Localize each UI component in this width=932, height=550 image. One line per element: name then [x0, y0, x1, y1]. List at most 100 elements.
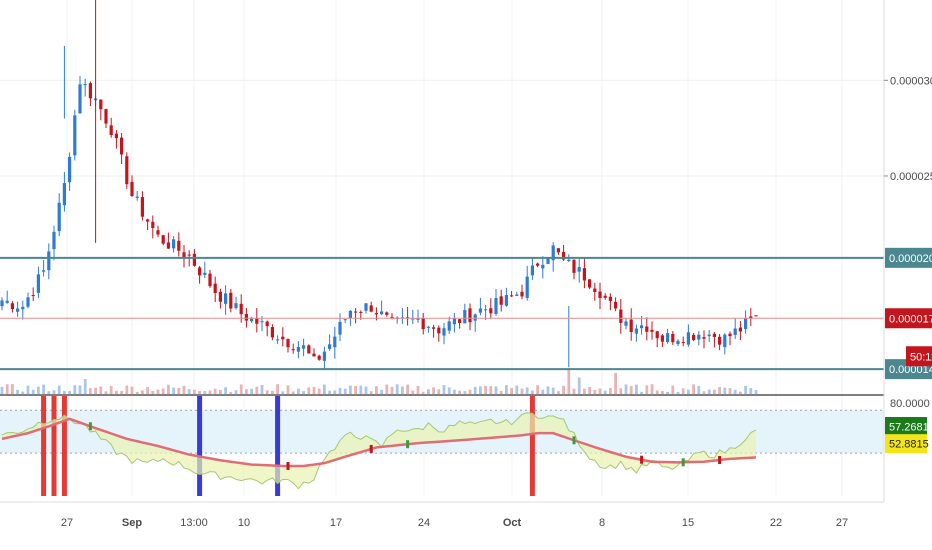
candle[interactable] — [125, 152, 129, 189]
candle[interactable] — [182, 245, 186, 268]
candle[interactable] — [291, 343, 295, 354]
candle[interactable] — [426, 325, 430, 333]
candle[interactable] — [276, 335, 280, 344]
level-price-badge[interactable]: 0.00002072 — [885, 247, 932, 268]
countdown-badge[interactable]: 50:11 — [906, 346, 932, 367]
candle[interactable] — [161, 234, 165, 246]
candle[interactable] — [478, 297, 482, 316]
candle[interactable] — [208, 269, 212, 288]
candle[interactable] — [265, 320, 269, 337]
candle[interactable] — [333, 326, 337, 359]
candle[interactable] — [686, 324, 690, 347]
candle[interactable] — [733, 318, 737, 339]
candle[interactable] — [697, 330, 701, 346]
candle[interactable] — [530, 258, 534, 280]
candle[interactable] — [78, 76, 82, 114]
candle[interactable] — [338, 313, 342, 342]
candle[interactable] — [624, 317, 628, 330]
candle[interactable] — [166, 232, 170, 249]
candle[interactable] — [718, 333, 722, 351]
candle[interactable] — [536, 262, 540, 268]
candle[interactable] — [577, 259, 581, 283]
candle[interactable] — [47, 243, 51, 280]
candle[interactable] — [312, 348, 316, 357]
candle[interactable] — [322, 346, 326, 369]
candle[interactable] — [650, 321, 654, 340]
candle[interactable] — [140, 191, 144, 221]
candle[interactable] — [218, 288, 222, 309]
candle[interactable] — [640, 315, 644, 335]
candle[interactable] — [546, 258, 550, 265]
candle[interactable] — [198, 265, 202, 284]
candle[interactable] — [421, 312, 425, 335]
candle[interactable] — [541, 256, 545, 279]
current-price-badge[interactable]: 0.00001756 — [885, 308, 932, 329]
candle[interactable] — [354, 308, 358, 324]
candle[interactable] — [395, 316, 399, 324]
candle[interactable] — [432, 324, 436, 338]
candle[interactable] — [52, 225, 56, 261]
candle[interactable] — [255, 307, 259, 333]
oscillator-fast-badge[interactable]: 57.2681 — [885, 417, 929, 437]
signal-bar[interactable] — [51, 396, 57, 496]
time-axis[interactable]: 27 Sep 13:00 10 17 24 Oct 8 15 22 27 — [61, 517, 848, 529]
signal-bar[interactable] — [41, 396, 47, 496]
candle[interactable] — [400, 307, 404, 324]
candle[interactable] — [442, 323, 446, 345]
candle[interactable] — [151, 215, 155, 239]
candle[interactable] — [593, 282, 597, 301]
candle[interactable] — [645, 317, 649, 341]
candle[interactable] — [42, 260, 46, 277]
candle[interactable] — [130, 175, 134, 197]
candle[interactable] — [681, 336, 685, 347]
candle[interactable] — [10, 301, 14, 313]
candle[interactable] — [749, 308, 753, 327]
candle[interactable] — [328, 334, 332, 351]
candle[interactable] — [16, 301, 20, 317]
candle[interactable] — [135, 190, 139, 201]
candle[interactable] — [463, 303, 467, 324]
signal-bar[interactable] — [275, 396, 281, 496]
candle[interactable] — [0, 297, 4, 311]
candle[interactable] — [676, 339, 680, 347]
candle[interactable] — [380, 300, 384, 316]
candle[interactable] — [489, 298, 493, 319]
candle[interactable] — [614, 297, 618, 312]
candle[interactable] — [608, 293, 612, 311]
candle[interactable] — [31, 287, 35, 301]
candle[interactable] — [99, 99, 103, 121]
candle[interactable] — [57, 193, 61, 237]
candle[interactable] — [317, 354, 321, 361]
oscillator-slow-badge[interactable]: 52.8815 — [885, 434, 929, 454]
candle[interactable] — [307, 344, 311, 354]
candle[interactable] — [572, 259, 576, 280]
signal-bar[interactable] — [61, 396, 67, 496]
candle[interactable] — [120, 133, 124, 164]
candle[interactable] — [177, 232, 181, 257]
candle[interactable] — [754, 315, 758, 317]
candle[interactable] — [36, 266, 40, 299]
candle[interactable] — [83, 78, 87, 97]
candle[interactable] — [458, 318, 462, 329]
candle[interactable] — [598, 282, 602, 310]
signal-bar[interactable] — [197, 396, 203, 496]
candle[interactable] — [702, 330, 706, 349]
candle[interactable] — [447, 316, 451, 334]
candle[interactable] — [494, 288, 498, 316]
candle[interactable] — [629, 308, 633, 341]
price-candles[interactable] — [0, 0, 758, 369]
candle[interactable] — [666, 328, 670, 344]
candle[interactable] — [468, 303, 472, 331]
candle[interactable] — [728, 331, 732, 346]
candle[interactable] — [416, 309, 420, 323]
candle[interactable] — [406, 307, 410, 326]
horizontal-levels[interactable] — [0, 256, 884, 371]
candle[interactable] — [88, 81, 92, 107]
candle[interactable] — [244, 307, 248, 328]
candle[interactable] — [744, 310, 748, 334]
oscillator-pane[interactable] — [0, 394, 884, 503]
candle[interactable] — [146, 218, 150, 231]
candle[interactable] — [452, 312, 456, 333]
signal-bar[interactable] — [529, 396, 535, 496]
candle[interactable] — [172, 236, 176, 253]
